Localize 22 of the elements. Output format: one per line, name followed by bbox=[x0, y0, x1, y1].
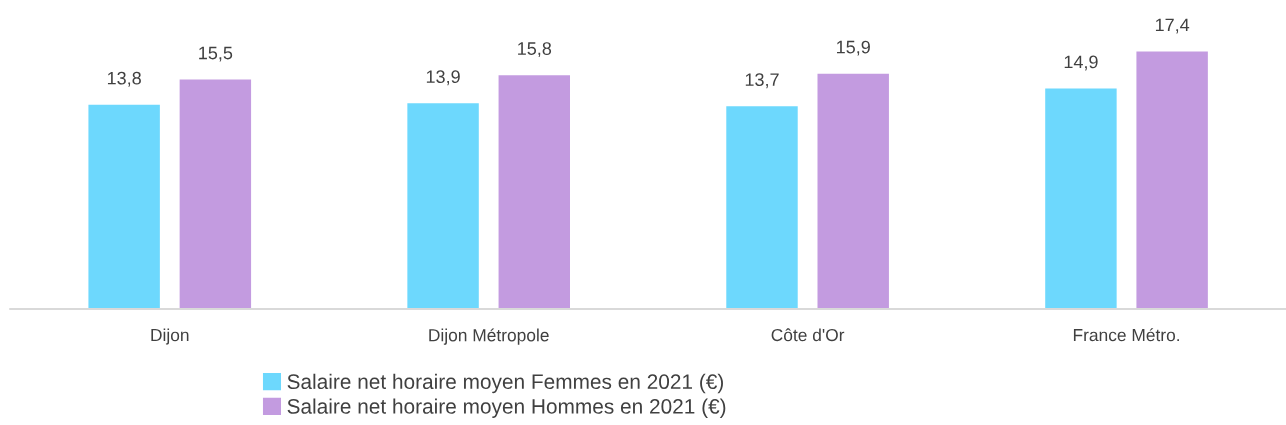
data-label: 15,8 bbox=[518, 42, 552, 58]
bar bbox=[407, 103, 479, 309]
bar bbox=[179, 79, 252, 309]
bar bbox=[88, 104, 160, 309]
x-tick-label: Dijon Métropole bbox=[429, 328, 549, 345]
x-tick-label: France Métro. bbox=[1073, 328, 1179, 342]
x-tick-label: Côte d'Or bbox=[771, 328, 845, 342]
data-label: 13,9 bbox=[426, 70, 460, 86]
data-label: 17,4 bbox=[1155, 18, 1190, 34]
data-label: 13,7 bbox=[745, 73, 779, 89]
x-tick-label: Dijon bbox=[151, 328, 189, 345]
bar bbox=[1045, 88, 1117, 309]
bar bbox=[1136, 51, 1208, 309]
bar bbox=[726, 106, 798, 309]
bar bbox=[817, 73, 889, 309]
data-label: 14,9 bbox=[1064, 55, 1098, 71]
bar bbox=[498, 75, 571, 309]
data-label: 15,5 bbox=[199, 46, 233, 62]
data-label: 15,9 bbox=[837, 40, 870, 56]
data-label: 13,8 bbox=[107, 71, 141, 87]
legend-label: Salaire net horaire moyen Hommes en 2021 (€) bbox=[287, 398, 726, 418]
legend-label: Salaire net horaire moyen Femmes en 2021 (€) bbox=[287, 373, 723, 394]
